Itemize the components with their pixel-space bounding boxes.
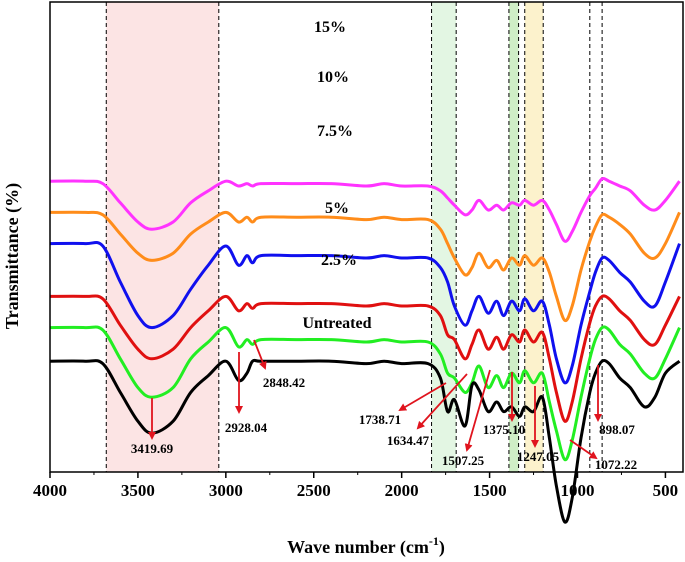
- plot-frame: [49, 1, 684, 473]
- x-axis-ticks: 4000 3500 3000 2500 2000 1500 1000 500: [33, 472, 678, 500]
- series-label-15: 15%: [314, 19, 346, 36]
- x-tick-label-1500: 1500: [473, 481, 507, 500]
- x-tick-label-2000: 2000: [385, 481, 419, 500]
- x-axis-title: Wave number (cm-1): [287, 534, 445, 558]
- x-tick-label-3000: 3000: [209, 481, 243, 500]
- peak-label-1375: 1375.10: [483, 422, 525, 437]
- arrow-1738: [398, 382, 447, 412]
- x-tick-label-1000: 1000: [561, 481, 595, 500]
- series-line-5: [49, 358, 681, 524]
- x-tick-label-4000: 4000: [33, 481, 67, 500]
- peak-label-1507: 1507.25: [442, 453, 485, 468]
- series-line-1: [49, 210, 681, 323]
- series-line-0: [49, 177, 681, 243]
- series-lines: [49, 177, 681, 524]
- series-label-2-5: 2.5%: [321, 252, 357, 269]
- peak-label-2848: 2848.42: [263, 375, 305, 390]
- x-tick-label-3500: 3500: [121, 481, 155, 500]
- x-tick-label-500: 500: [653, 481, 679, 500]
- series-line-2: [49, 241, 681, 385]
- peak-label-2928: 2928.04: [225, 420, 268, 435]
- peak-label-1634: 1634.47: [387, 433, 430, 448]
- x-tick-label-2500: 2500: [297, 481, 331, 500]
- series-line-3: [49, 294, 681, 423]
- peak-label-1738: 1738.71: [359, 412, 401, 427]
- peak-label-898: 898.07: [599, 422, 635, 437]
- series-label-10: 10%: [317, 69, 349, 86]
- series-label-untreated: Untreated: [302, 315, 371, 332]
- arrow-2848: [253, 339, 267, 370]
- arrow-1634: [416, 373, 468, 430]
- dashed-guide-lines: [105, 2, 603, 472]
- series-label-5: 5%: [325, 200, 349, 217]
- arrow-1072: [569, 439, 598, 460]
- peak-label-1247: 1247.05: [517, 449, 560, 464]
- arrow-1507: [464, 369, 491, 452]
- peak-label-3419: 3419.69: [131, 441, 174, 456]
- series-label-7-5: 7.5%: [317, 123, 353, 140]
- band-3: [524, 2, 544, 472]
- y-axis-title: Transmittance (%): [2, 183, 23, 329]
- peak-label-1072: 1072.22: [595, 457, 637, 472]
- peak-arrows: [148, 339, 602, 460]
- band-2: [508, 2, 519, 472]
